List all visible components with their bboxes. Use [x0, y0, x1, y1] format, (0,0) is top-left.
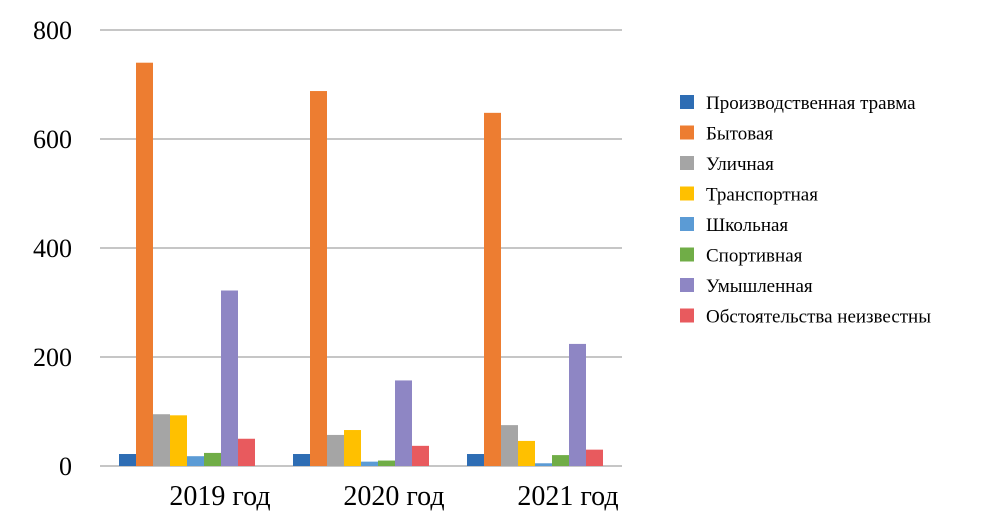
y-tick-label: 200	[33, 343, 72, 372]
y-tick-label: 800	[33, 16, 72, 45]
legend-label: Производственная травма	[706, 93, 916, 114]
legend-swatch	[680, 278, 694, 292]
bar	[467, 454, 484, 466]
bars	[119, 62, 603, 466]
bar	[170, 415, 187, 466]
bar	[293, 454, 310, 466]
bar	[361, 461, 378, 466]
bar	[187, 456, 204, 466]
y-axis-ticks: 0 200 400 600 800	[33, 16, 72, 481]
legend-swatch	[680, 308, 694, 323]
legend-label: Бытовая	[706, 124, 773, 145]
bar	[153, 414, 170, 466]
bar	[204, 452, 221, 466]
legend-label: Спортивная	[706, 246, 803, 267]
legend-swatch	[680, 95, 694, 109]
legend-label: Транспортная	[706, 185, 818, 206]
bar	[344, 430, 361, 466]
legend-swatch	[680, 125, 694, 140]
bar	[378, 460, 395, 466]
x-axis-labels: 2019 год 2020 год 2021 год	[169, 481, 618, 512]
bar	[310, 91, 327, 466]
bar	[136, 62, 153, 466]
bar	[518, 440, 535, 466]
legend-swatch	[680, 156, 694, 170]
bar	[221, 290, 238, 466]
y-tick-label: 400	[33, 234, 72, 263]
gridlines	[100, 29, 622, 467]
bar	[586, 449, 603, 466]
x-tick-label: 2021 год	[517, 481, 618, 512]
bar	[569, 343, 586, 466]
x-tick-label: 2020 год	[343, 481, 444, 512]
legend-swatch	[680, 217, 694, 231]
legend-label: Школьная	[706, 215, 788, 236]
legend-swatch	[680, 186, 694, 201]
legend-swatch	[680, 247, 694, 262]
bar	[119, 454, 136, 466]
bar	[484, 112, 501, 466]
legend-label: Обстоятельства неизвестны	[706, 307, 931, 328]
bar	[412, 445, 429, 466]
x-tick-label: 2019 год	[169, 481, 270, 512]
bar	[395, 380, 412, 466]
bar	[552, 455, 569, 466]
legend: Производственная травма Бытовая Уличная Тра…	[680, 93, 931, 328]
y-tick-label: 600	[33, 125, 72, 154]
bar	[501, 425, 518, 466]
bar	[535, 463, 552, 466]
y-tick-label: 0	[59, 452, 72, 481]
legend-label: Умышленная	[706, 276, 813, 297]
legend-label: Уличная	[706, 154, 774, 175]
bar	[327, 434, 344, 466]
bar	[238, 438, 255, 466]
